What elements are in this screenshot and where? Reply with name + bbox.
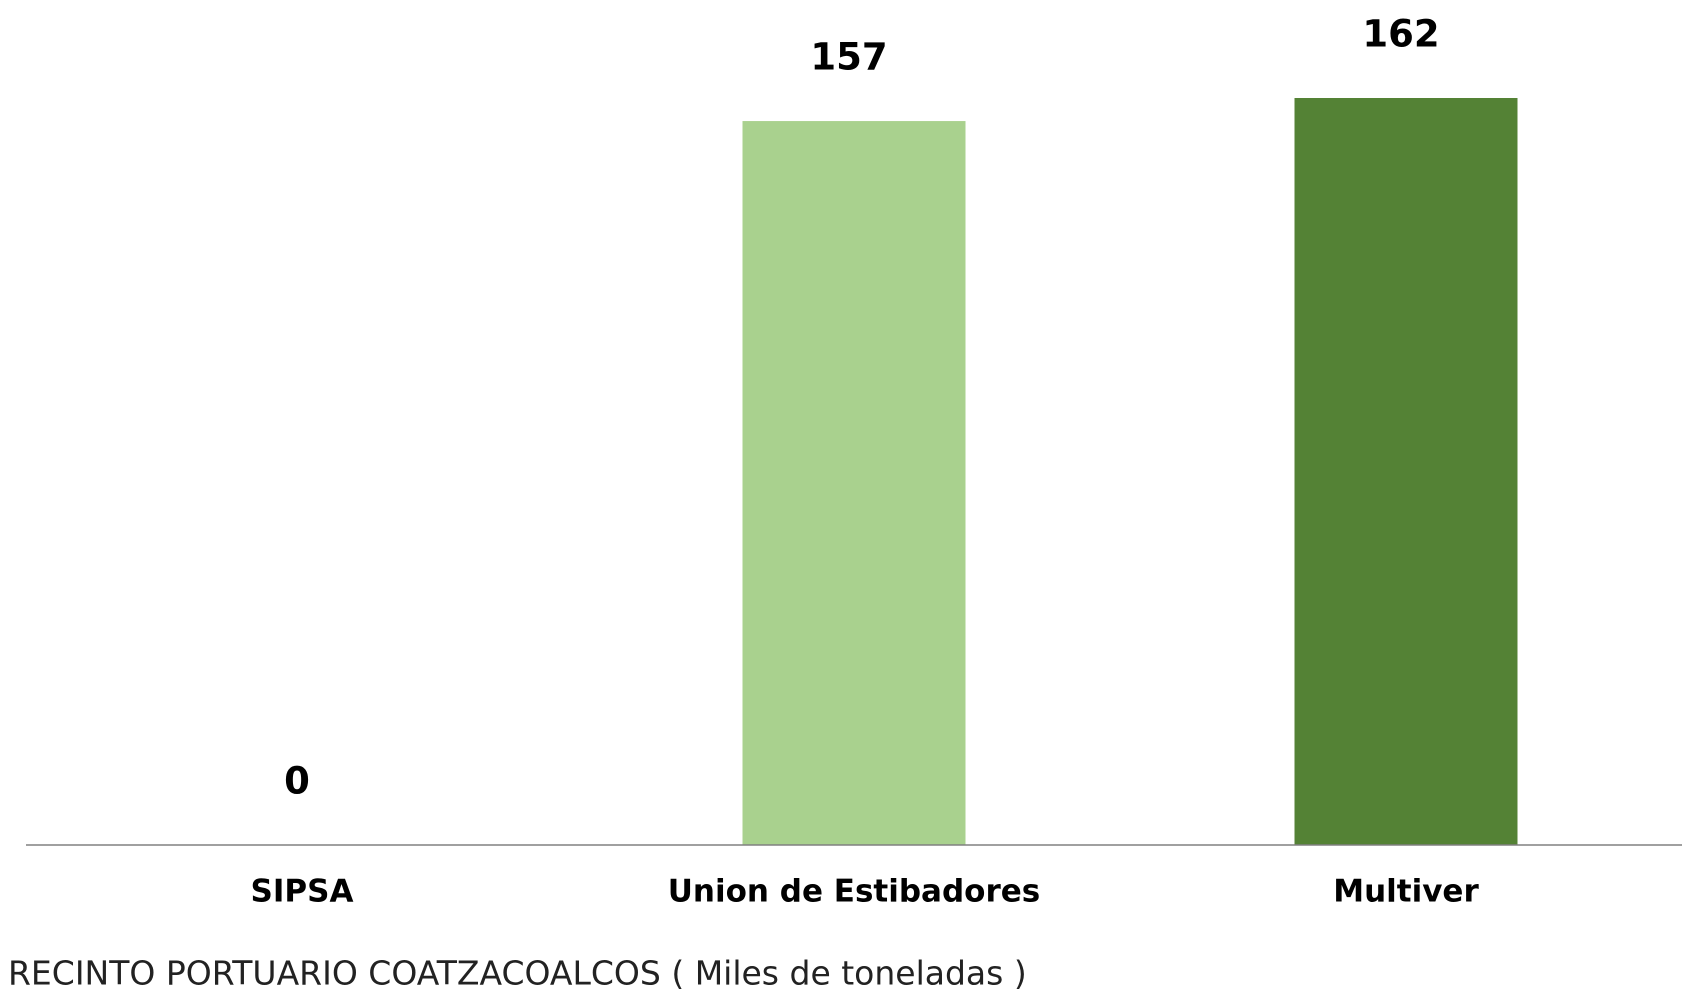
data-label: 157: [810, 36, 887, 79]
data-label: 162: [1362, 13, 1439, 56]
x-tick-label: Multiver: [1333, 874, 1479, 910]
data-label: 0: [284, 760, 310, 803]
chart-title: RECINTO PORTUARIO COATZACOALCOS ( Miles …: [8, 954, 1027, 993]
x-tick-label: Union de Estibadores: [668, 874, 1040, 910]
bar: [1294, 98, 1518, 845]
x-tick-label: SIPSA: [251, 874, 354, 910]
bar: [742, 121, 966, 846]
